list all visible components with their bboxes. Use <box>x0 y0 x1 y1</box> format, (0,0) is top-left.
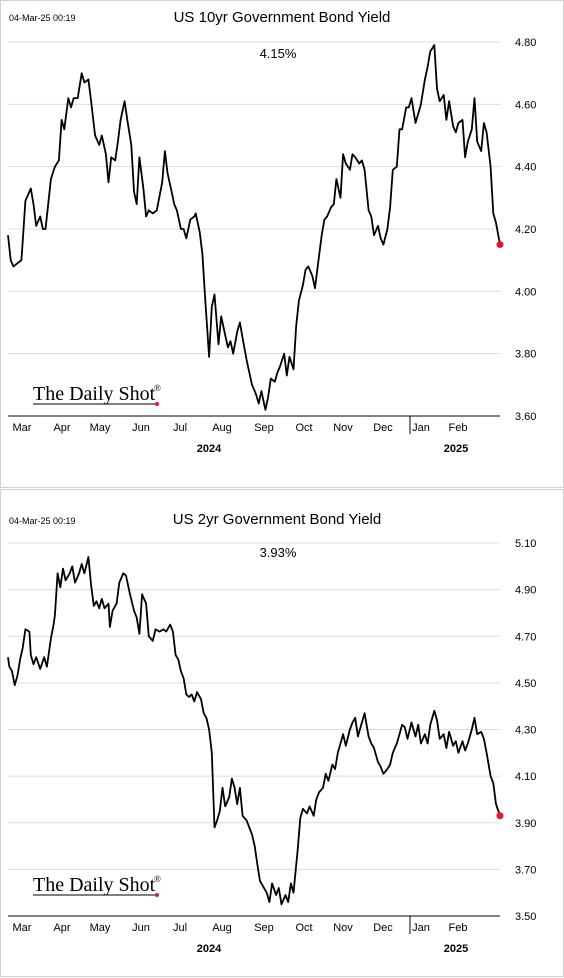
brand-text: The Daily Shot <box>33 383 156 405</box>
y-tick-label: 4.40 <box>515 162 536 174</box>
x-tick-label: Aug <box>212 422 232 434</box>
x-tick-label: Mar <box>13 922 32 934</box>
y-tick-label: 3.80 <box>515 349 536 361</box>
x-tick-label: May <box>90 922 111 934</box>
y-tick-label: 3.90 <box>515 818 536 830</box>
x-tick-label: Jan <box>412 922 430 934</box>
x-axis: Mar Apr May Jun Jul Aug Sep Oct Nov Dec Jan Feb 2024… <box>8 915 500 955</box>
series-line-group <box>7 44 504 411</box>
x-tick-label: Jun <box>132 422 150 434</box>
brand-dot <box>155 402 159 406</box>
y-tick-label: 4.00 <box>515 286 536 298</box>
y-tick-label: 5.10 <box>515 538 536 550</box>
x-tick-label: Nov <box>333 922 353 934</box>
x-axis: Mar Apr May Jun Jul Aug Sep Oct Nov Dec Jan Feb 2024… <box>8 415 500 455</box>
chart-panel-10yr: 04-Mar-25 00:19 US 10yr Government Bond … <box>0 0 564 488</box>
x-year-label: 2025 <box>444 943 468 955</box>
x-tick-label: Sep <box>254 922 274 934</box>
x-tick-label: Mar <box>13 422 32 434</box>
y-tick-label: 4.60 <box>515 99 536 111</box>
y-tick-label: 3.50 <box>515 911 536 923</box>
latest-value-label: 3.93% <box>260 545 297 560</box>
chart-title: US 10yr Government Bond Yield <box>174 9 391 26</box>
y-tick-label: 4.30 <box>515 725 536 737</box>
latest-point-marker <box>496 812 504 820</box>
x-tick-label: Nov <box>333 422 353 434</box>
brand-dot <box>155 893 159 897</box>
chart-frame <box>0 0 564 488</box>
x-tick-label: Dec <box>373 422 393 434</box>
x-tick-label: Jul <box>173 422 187 434</box>
x-year-label: 2024 <box>197 943 222 955</box>
x-tick-label: May <box>90 422 111 434</box>
y-axis: 3.50 3.70 3.90 4.10 4.30 4.50 4.70 4.90 5.10 <box>515 538 536 923</box>
series-line <box>7 556 501 906</box>
x-tick-label: Sep <box>254 422 274 434</box>
chart-10yr-svg: 04-Mar-25 00:19 US 10yr Government Bond … <box>0 0 564 488</box>
gridlines <box>8 41 500 355</box>
y-tick-label: 4.10 <box>515 771 536 783</box>
series-line <box>7 44 501 411</box>
chart-2yr-svg: 04-Mar-25 00:19 US 2yr Government Bond Y… <box>0 489 564 977</box>
x-tick-label: Jun <box>132 922 150 934</box>
brand-registered-mark: ® <box>154 383 161 393</box>
daily-shot-logo: The Daily Shot ® <box>33 874 161 897</box>
x-tick-label: Feb <box>449 422 468 434</box>
y-tick-label: 4.50 <box>515 678 536 690</box>
y-tick-label: 4.20 <box>515 224 536 236</box>
x-year-label: 2024 <box>197 443 222 455</box>
y-tick-label: 3.70 <box>515 864 536 876</box>
x-tick-label: Apr <box>53 922 70 934</box>
x-tick-label: Jan <box>412 422 430 434</box>
x-tick-label: Oct <box>295 922 312 934</box>
series-line-group <box>7 556 504 906</box>
gridlines <box>8 542 500 870</box>
latest-point-marker <box>496 241 504 249</box>
x-tick-label: Apr <box>53 422 70 434</box>
y-tick-label: 3.60 <box>515 411 536 423</box>
x-tick-label: Feb <box>449 922 468 934</box>
y-tick-label: 4.90 <box>515 585 536 597</box>
chart-panel-2yr: 04-Mar-25 00:19 US 2yr Government Bond Y… <box>0 489 564 978</box>
chart-timestamp: 04-Mar-25 00:19 <box>9 516 76 526</box>
y-axis: 3.60 3.80 4.00 4.20 4.40 4.60 4.80 <box>515 37 536 423</box>
x-tick-label: Oct <box>295 422 312 434</box>
chart-timestamp: 04-Mar-25 00:19 <box>9 13 76 23</box>
x-tick-label: Jul <box>173 922 187 934</box>
x-tick-label: Aug <box>212 922 232 934</box>
y-tick-label: 4.70 <box>515 631 536 643</box>
x-tick-label: Dec <box>373 922 393 934</box>
brand-text: The Daily Shot <box>33 874 156 896</box>
brand-registered-mark: ® <box>154 874 161 884</box>
latest-value-label: 4.15% <box>260 46 297 61</box>
daily-shot-logo: The Daily Shot ® <box>33 383 161 406</box>
x-year-label: 2025 <box>444 443 468 455</box>
y-tick-label: 4.80 <box>515 37 536 49</box>
chart-title: US 2yr Government Bond Yield <box>173 511 381 528</box>
